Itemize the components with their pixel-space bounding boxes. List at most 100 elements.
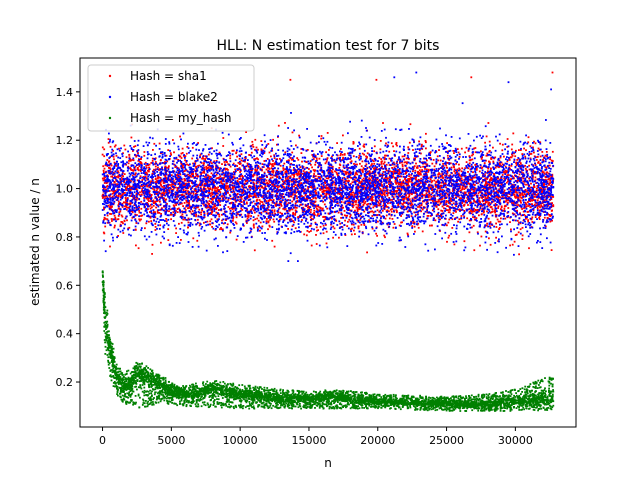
data-point-my-hash bbox=[529, 395, 532, 398]
data-point-my-hash bbox=[539, 386, 542, 389]
data-point-my-hash bbox=[544, 393, 547, 396]
data-point-my-hash bbox=[189, 384, 191, 387]
data-point-my-hash bbox=[103, 321, 106, 324]
data-point-my-hash bbox=[114, 376, 117, 379]
data-point-my-hash bbox=[326, 405, 328, 408]
data-point-my-hash bbox=[546, 401, 549, 404]
data-point-my-hash bbox=[291, 405, 294, 408]
data-point-my-hash bbox=[449, 404, 452, 407]
data-point-my-hash bbox=[345, 405, 348, 408]
data-point-my-hash bbox=[439, 404, 442, 407]
data-point-my-hash bbox=[403, 404, 406, 406]
data-point-my-hash bbox=[519, 404, 522, 406]
data-point-my-hash bbox=[108, 353, 111, 356]
data-point-my-hash bbox=[242, 394, 245, 397]
data-point-my-hash bbox=[398, 406, 401, 409]
data-point-my-hash bbox=[508, 394, 510, 397]
plot-points bbox=[101, 71, 555, 412]
data-point-my-hash bbox=[146, 390, 148, 393]
data-point-my-hash bbox=[134, 377, 137, 380]
data-point-my-hash bbox=[217, 392, 219, 395]
data-point-my-hash bbox=[102, 294, 105, 297]
data-point-my-hash bbox=[312, 396, 314, 399]
data-point-my-hash bbox=[194, 395, 196, 397]
data-point-my-hash bbox=[535, 398, 538, 401]
data-point-my-hash bbox=[129, 380, 132, 383]
data-point-my-hash bbox=[248, 395, 251, 398]
data-point-my-hash bbox=[417, 400, 420, 403]
data-point-my-hash bbox=[446, 408, 448, 410]
data-point-my-hash bbox=[419, 396, 422, 399]
data-point-my-hash bbox=[479, 403, 481, 406]
data-point-my-hash bbox=[126, 400, 128, 403]
data-point-my-hash bbox=[380, 404, 383, 407]
data-point-my-hash bbox=[169, 391, 171, 394]
data-point-my-hash bbox=[114, 369, 117, 372]
data-point-my-hash bbox=[244, 387, 247, 390]
data-point-my-hash bbox=[263, 406, 266, 409]
data-point-my-hash bbox=[413, 405, 415, 408]
data-point-my-hash bbox=[225, 384, 228, 387]
data-point-my-hash bbox=[134, 374, 136, 376]
data-point-my-hash bbox=[347, 394, 350, 396]
data-point-my-hash bbox=[266, 389, 269, 392]
data-point-my-hash bbox=[276, 399, 279, 401]
data-point-my-hash bbox=[330, 394, 333, 396]
data-point-my-hash bbox=[186, 395, 189, 397]
data-point-my-hash bbox=[510, 398, 513, 401]
data-point-my-hash bbox=[172, 395, 174, 398]
data-point-my-hash bbox=[358, 403, 361, 405]
data-point-my-hash bbox=[477, 407, 480, 410]
data-point-my-hash bbox=[268, 402, 271, 405]
data-point-my-hash bbox=[538, 384, 540, 386]
data-point-my-hash bbox=[115, 374, 118, 377]
data-point-my-hash bbox=[201, 389, 204, 392]
data-point-my-hash bbox=[352, 391, 355, 394]
data-point-my-hash bbox=[551, 395, 554, 398]
data-point-my-hash bbox=[208, 396, 211, 398]
data-point-my-hash bbox=[211, 394, 214, 397]
data-point-my-hash bbox=[109, 340, 112, 343]
data-point-my-hash bbox=[190, 395, 192, 397]
data-point-my-hash bbox=[338, 397, 340, 400]
data-point-my-hash bbox=[110, 379, 113, 382]
data-point-my-hash bbox=[462, 403, 464, 406]
data-point-my-hash bbox=[105, 322, 108, 325]
data-point-my-hash bbox=[550, 382, 552, 385]
data-point-my-hash bbox=[427, 403, 430, 405]
data-point-my-hash bbox=[225, 391, 228, 394]
data-point-my-hash bbox=[102, 283, 104, 286]
data-point-my-hash bbox=[541, 399, 544, 402]
data-point-my-hash bbox=[202, 382, 204, 385]
data-point-my-hash bbox=[108, 362, 111, 365]
data-point-my-hash bbox=[171, 397, 173, 400]
data-point-my-hash bbox=[121, 390, 123, 393]
data-point-my-hash bbox=[328, 399, 330, 402]
data-point-my-hash bbox=[117, 367, 120, 370]
data-point-my-hash bbox=[283, 392, 285, 394]
data-point-my-hash bbox=[538, 403, 540, 406]
data-point-my-hash bbox=[345, 400, 348, 402]
data-point-my-hash bbox=[172, 387, 175, 390]
data-point-my-hash bbox=[321, 393, 324, 396]
data-point-my-hash bbox=[119, 390, 122, 393]
data-point-my-hash bbox=[194, 393, 197, 395]
data-point-my-hash bbox=[514, 398, 516, 401]
data-point-my-hash bbox=[343, 395, 346, 398]
data-point-my-hash bbox=[344, 397, 346, 400]
data-point-my-hash bbox=[491, 405, 494, 408]
data-point-my-hash bbox=[537, 409, 539, 412]
data-point-my-hash bbox=[171, 382, 173, 385]
data-point-my-hash bbox=[410, 402, 412, 405]
data-point-my-hash bbox=[126, 396, 128, 398]
data-point-my-hash bbox=[533, 386, 536, 389]
data-point-my-hash bbox=[111, 371, 114, 374]
data-point-my-hash bbox=[233, 407, 235, 410]
data-point-my-hash bbox=[516, 399, 519, 402]
data-point-my-hash bbox=[190, 405, 192, 407]
data-point-my-hash bbox=[102, 276, 104, 278]
data-point-my-hash bbox=[150, 392, 153, 395]
data-point-my-hash bbox=[288, 401, 290, 404]
data-point-my-hash bbox=[434, 409, 437, 412]
data-point-my-hash bbox=[146, 405, 149, 408]
